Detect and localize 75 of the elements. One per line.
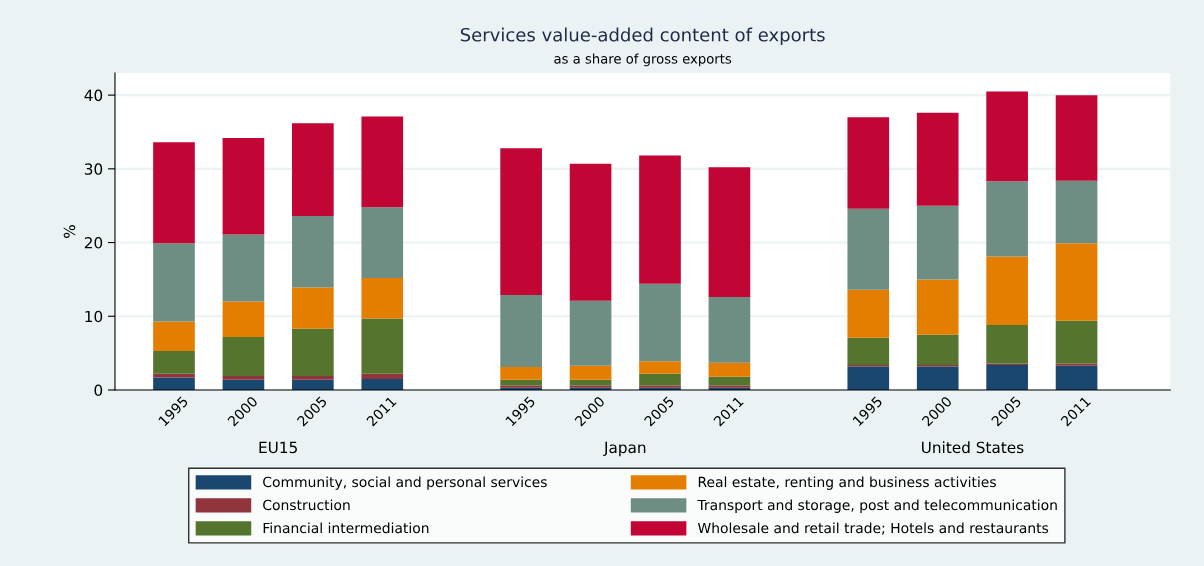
bar (639, 283, 681, 362)
bar (292, 123, 334, 217)
bar (500, 367, 542, 380)
legend-label: Real estate, renting and business activities (698, 476, 996, 490)
bar (916, 334, 959, 365)
bar (1055, 365, 1098, 390)
y-tick-label: 30 (84, 163, 103, 175)
bar (847, 366, 890, 390)
bar (361, 318, 404, 374)
legend-label: Wholesale and retail trade; Hotels and restaurants (697, 522, 1049, 535)
y-tick-label: 20 (84, 237, 103, 249)
bar (222, 301, 265, 337)
y-tick-label: 0 (94, 384, 103, 396)
text: United States (922, 441, 1024, 454)
bar (569, 163, 612, 301)
legend-label: Financial intermediation (263, 522, 429, 534)
bar (916, 279, 959, 335)
text: EU15 (259, 441, 297, 454)
bar (847, 117, 890, 209)
bar (500, 148, 542, 295)
bar (569, 379, 612, 386)
bar (986, 91, 1028, 182)
bar (361, 207, 404, 278)
bar (1055, 95, 1098, 181)
bar (222, 336, 265, 376)
bar (222, 234, 265, 302)
bar (986, 181, 1028, 257)
legend-label: Construction (263, 499, 350, 511)
bar (1055, 363, 1098, 366)
bar (1055, 320, 1098, 364)
bar (986, 325, 1028, 364)
bar (847, 337, 890, 365)
bar (361, 378, 404, 390)
bar (847, 208, 890, 290)
bar (569, 365, 612, 380)
chart-title: Services value-added content of exports (460, 27, 825, 46)
bar (639, 155, 681, 284)
bar (986, 256, 1028, 326)
text: Japan (603, 441, 646, 457)
bar (708, 167, 751, 298)
bar (708, 362, 751, 377)
bar (292, 375, 334, 380)
bar (569, 300, 612, 366)
y-tick-label: 40 (84, 89, 103, 102)
y-axis-title: % (63, 225, 76, 238)
bar (986, 364, 1028, 390)
bar (153, 142, 195, 244)
chart-subtitle: as a share of gross exports (554, 53, 732, 67)
bar (153, 377, 195, 390)
bar (292, 287, 334, 329)
bar (292, 328, 334, 376)
bar (1055, 243, 1098, 321)
y-tick-label: 10 (85, 310, 103, 323)
bar (847, 289, 890, 338)
bar (1055, 180, 1098, 244)
bar (361, 116, 404, 208)
bar (500, 379, 542, 386)
bar (361, 373, 404, 379)
bar (292, 216, 334, 288)
bar (916, 205, 959, 280)
bar (708, 376, 751, 386)
bar (500, 294, 542, 368)
bar (153, 350, 195, 374)
bar (708, 297, 751, 363)
bar (361, 277, 404, 319)
bar (153, 243, 195, 322)
bar (639, 373, 681, 386)
bar (153, 321, 195, 351)
bar (222, 375, 265, 380)
bar (639, 361, 681, 374)
bar (916, 112, 959, 206)
legend-label: Community, social and personal services (263, 476, 547, 490)
legend-label: Transport and storage, post and telecommunication (697, 499, 1057, 513)
bar (222, 137, 265, 235)
bar (916, 366, 959, 390)
